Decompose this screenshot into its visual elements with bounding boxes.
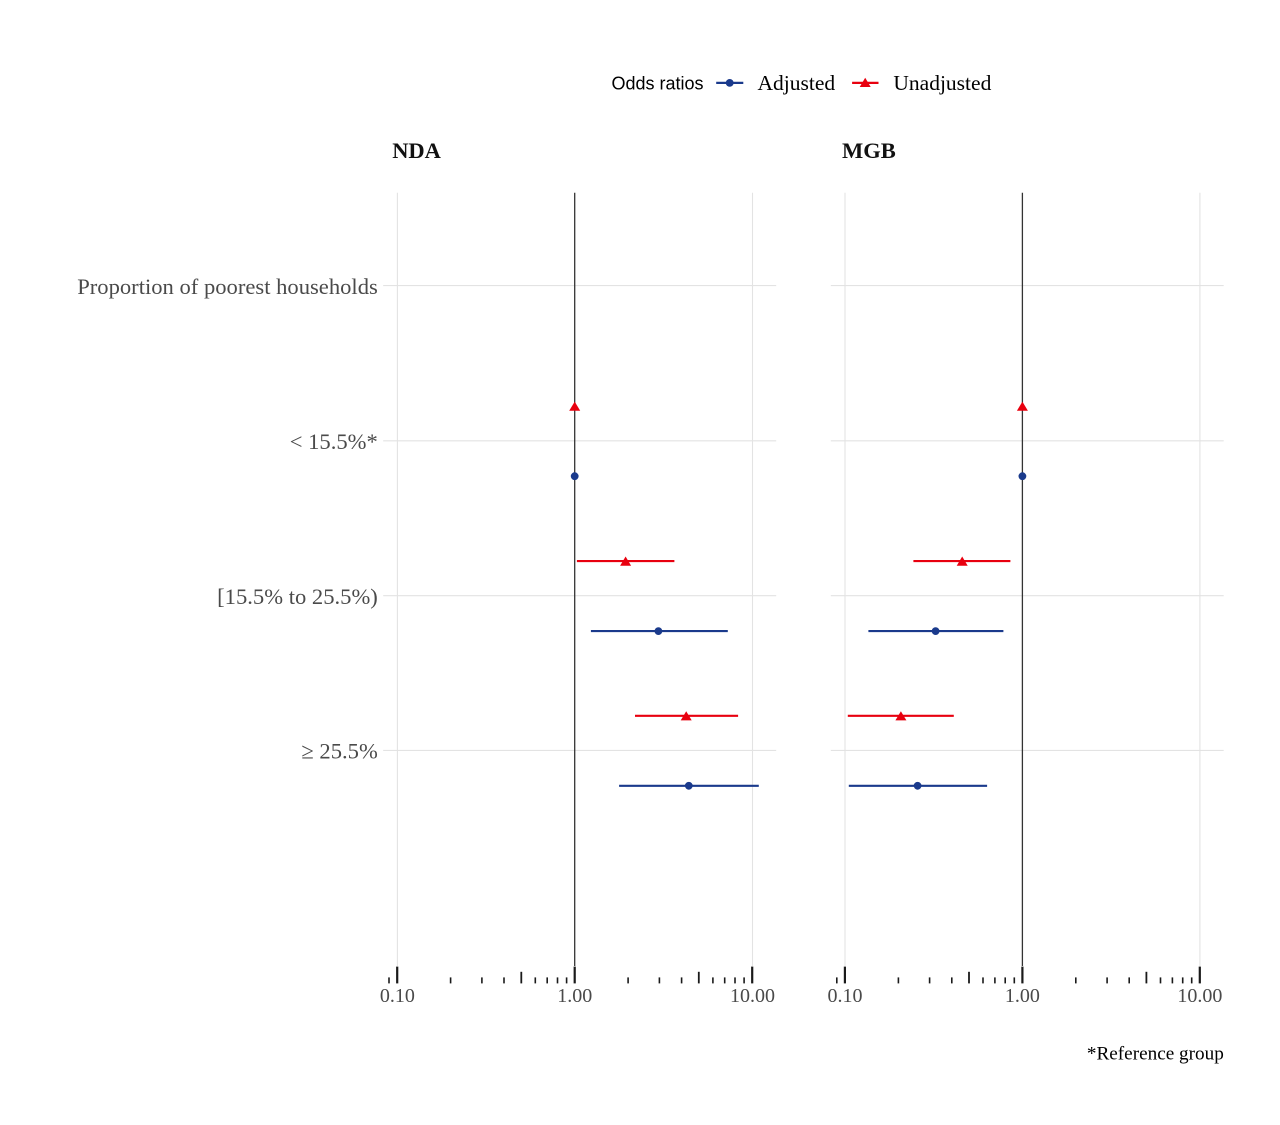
svg-text:< 15.5%*: < 15.5%*: [290, 429, 378, 454]
svg-text:NDA: NDA: [392, 138, 441, 163]
svg-text:≥ 25.5%: ≥ 25.5%: [301, 739, 378, 764]
svg-text:1.00: 1.00: [557, 985, 592, 1007]
svg-text:*Reference group: *Reference group: [1087, 1044, 1224, 1065]
svg-text:1.00: 1.00: [1005, 985, 1040, 1007]
svg-text:Odds ratios: Odds ratios: [612, 74, 704, 94]
svg-text:10.00: 10.00: [1177, 985, 1222, 1007]
svg-text:Proportion of poorest househol: Proportion of poorest households: [77, 274, 378, 299]
svg-text:0.10: 0.10: [380, 985, 415, 1007]
svg-text:10.00: 10.00: [730, 985, 775, 1007]
svg-text:0.10: 0.10: [828, 985, 863, 1007]
svg-text:[15.5% to 25.5%): [15.5% to 25.5%): [217, 584, 378, 609]
svg-text:Unadjusted: Unadjusted: [893, 71, 991, 95]
svg-text:Adjusted: Adjusted: [758, 71, 836, 95]
svg-text:MGB: MGB: [842, 138, 896, 163]
